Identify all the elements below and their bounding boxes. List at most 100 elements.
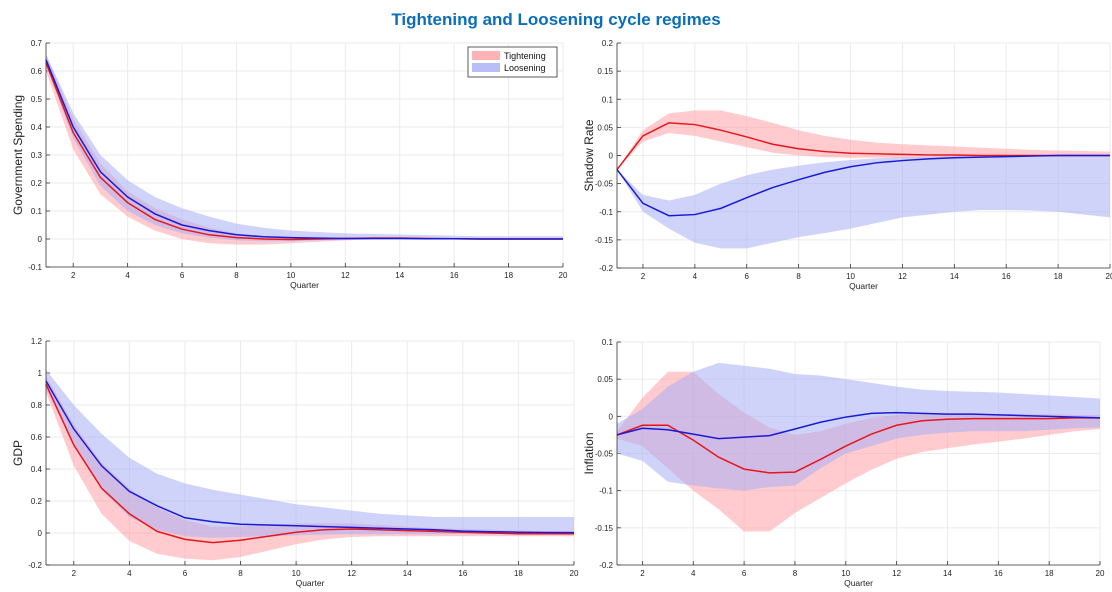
chart-panel-2: -0.2 -0.15 -0.1 -0.05 0 0.05 0.1 0.15 0.2 2 4 6 8 10 1… [582, 39, 1112, 291]
x-tick-label: 14 [950, 272, 959, 281]
legend-label-loosening: Loosening [504, 63, 546, 73]
series-line-tightening [45, 383, 574, 544]
x-tick-label: 8 [234, 271, 239, 280]
x-tick-label: 16 [450, 271, 459, 280]
series-line-loosening [616, 154, 1110, 217]
x-tick-label: 10 [286, 271, 295, 280]
y-tick-label: -0.05 [595, 450, 614, 459]
confidence-band-loosening [617, 362, 1100, 491]
y-tick-label: 0 [38, 529, 43, 538]
x-axis-label: Quarter [849, 281, 878, 291]
chart-panel-1: -0.1 0 0.1 0.2 0.3 0.4 0.5 0.6 0.7 2 4 6 8 10 12 14 16 18… [11, 39, 568, 290]
x-tick-label: 2 [72, 569, 77, 578]
x-tick-label: 14 [395, 271, 404, 280]
y-tick-label: -0.15 [595, 524, 614, 533]
chart-legend: Tightening Loosening [467, 46, 558, 78]
y-tick-label: 0 [609, 152, 614, 161]
x-tick-label: 2 [640, 569, 645, 578]
y-tick-label: 0.15 [597, 67, 613, 76]
x-tick-label: 2 [641, 272, 646, 281]
x-tick-label: 6 [180, 271, 185, 280]
x-axis-label: Quarter [296, 578, 325, 588]
x-tick-label: 12 [347, 569, 356, 578]
x-tick-label: 4 [125, 271, 130, 280]
x-tick-label: 14 [403, 569, 412, 578]
y-tick-label: -0.2 [599, 561, 613, 570]
y-axis-label: Inflation [582, 432, 596, 474]
x-tick-label: 8 [793, 569, 798, 578]
y-tick-label: 0.4 [31, 123, 43, 132]
y-tick-label: 0.5 [31, 95, 43, 104]
x-tick-label: 6 [742, 569, 747, 578]
chart-panel-4: -0.2 -0.15 -0.1 -0.05 0 0.05 0.1 2 4 6 8 10 12 14 16 18… [582, 338, 1105, 588]
y-tick-label: -0.15 [595, 236, 614, 245]
series-line-loosening [45, 59, 563, 240]
x-tick-label: 16 [1002, 272, 1011, 281]
x-tick-label: 2 [71, 271, 76, 280]
y-tick-label: 0.8 [31, 401, 43, 410]
y-tick-label: 0.1 [31, 207, 43, 216]
x-tick-label: 18 [504, 271, 513, 280]
x-tick-label: 20 [559, 271, 568, 280]
y-axis-label: Government Spending [11, 95, 25, 215]
y-tick-label: -0.1 [28, 263, 42, 272]
x-tick-label: 8 [796, 272, 801, 281]
y-tick-label: -0.1 [599, 208, 613, 217]
x-tick-label: 16 [458, 569, 467, 578]
x-tick-label: 4 [127, 569, 132, 578]
x-tick-label: 12 [898, 272, 907, 281]
x-tick-label: 18 [1054, 272, 1063, 281]
x-tick-label: 8 [238, 569, 243, 578]
x-tick-label: 12 [341, 271, 350, 280]
y-tick-label: 0.4 [31, 465, 43, 474]
y-tick-label: 1.2 [31, 337, 43, 346]
x-tick-label: 20 [1096, 569, 1105, 578]
x-tick-label: 4 [691, 569, 696, 578]
legend-swatch-loosening [472, 63, 500, 72]
y-tick-label: -0.05 [595, 180, 614, 189]
y-tick-label: 0.7 [31, 39, 43, 48]
x-tick-label: 18 [514, 569, 523, 578]
series-line-loosening [616, 411, 1101, 440]
y-tick-label: 0.2 [31, 179, 43, 188]
x-axis-label: Quarter [290, 280, 319, 290]
series-line-tightening [616, 417, 1100, 474]
y-axis-label: Shadow Rate [582, 119, 596, 191]
x-tick-label: 12 [892, 569, 901, 578]
y-tick-label: 0 [609, 412, 614, 421]
series-line-loosening [45, 380, 575, 534]
x-tick-label: 16 [994, 569, 1003, 578]
y-tick-label: -0.2 [28, 561, 42, 570]
y-tick-label: -0.1 [599, 487, 613, 496]
y-tick-label: 0.1 [602, 338, 614, 347]
x-tick-label: 6 [183, 569, 188, 578]
x-tick-label: 10 [841, 569, 850, 578]
y-tick-label: 0.6 [31, 433, 43, 442]
y-tick-label: 1 [38, 369, 43, 378]
x-tick-label: 10 [846, 272, 855, 281]
y-tick-label: 0.3 [31, 151, 43, 160]
x-tick-label: 14 [943, 569, 952, 578]
x-tick-label: 4 [693, 272, 698, 281]
x-tick-label: 10 [292, 569, 301, 578]
legend-swatch-tightening [472, 51, 500, 60]
y-tick-label: 0.1 [602, 95, 614, 104]
x-tick-label: 20 [1106, 272, 1112, 281]
y-tick-label: -0.2 [599, 264, 613, 273]
y-axis-label: GDP [11, 440, 25, 466]
x-axis-label: Quarter [844, 578, 873, 588]
confidence-band-loosening [617, 155, 1110, 249]
y-tick-label: 0.2 [31, 497, 43, 506]
y-tick-label: 0 [38, 235, 43, 244]
y-tick-label: 0.05 [597, 375, 613, 384]
x-tick-label: 20 [570, 569, 579, 578]
legend-label-tightening: Tightening [504, 51, 546, 61]
confidence-band-tightening [46, 54, 563, 245]
y-tick-label: 0.05 [597, 123, 613, 132]
figure-title: Tightening and Loosening cycle regimes [391, 10, 721, 29]
x-tick-label: 6 [745, 272, 750, 281]
y-tick-label: 0.6 [31, 67, 43, 76]
x-tick-label: 18 [1045, 569, 1054, 578]
y-tick-label: 0.2 [602, 39, 614, 48]
